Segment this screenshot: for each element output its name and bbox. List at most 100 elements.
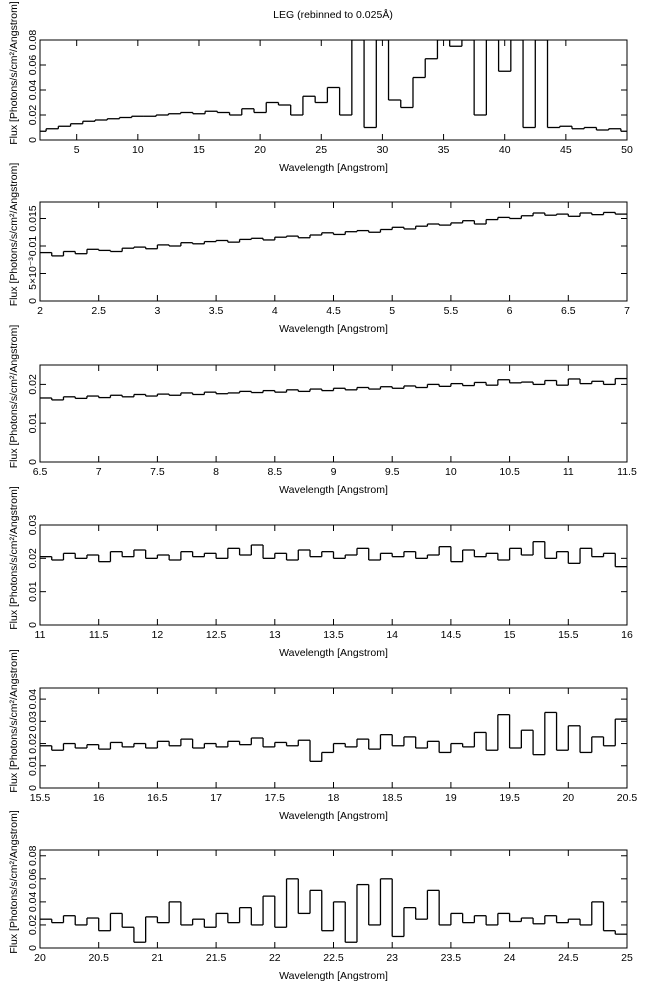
x-tick-label: 45 xyxy=(560,144,572,156)
plot-frame xyxy=(39,364,628,463)
x-tick-label: 22 xyxy=(269,952,281,964)
x-tick-label: 40 xyxy=(499,144,511,156)
y-tick-label: 0 xyxy=(27,622,39,628)
y-axis-label: Flux [Photons/s/cm²/Angstrom] xyxy=(8,486,20,630)
x-tick-label: 17 xyxy=(210,792,222,804)
plot-frame xyxy=(39,201,628,302)
y-axis-label: Flux [Photons/s/cm²/Angstrom] xyxy=(8,325,20,469)
x-tick-label: 20.5 xyxy=(617,792,638,804)
x-tick-label: 6.5 xyxy=(561,305,576,317)
x-tick-label: 5 xyxy=(389,305,395,317)
x-tick-label: 16 xyxy=(93,792,105,804)
x-tick-label: 11.5 xyxy=(617,466,637,478)
x-tick-label: 5 xyxy=(74,144,80,156)
y-tick-label: 0.01 xyxy=(27,581,39,602)
plot-area xyxy=(40,711,627,762)
x-tick-label: 16 xyxy=(621,629,633,641)
y-tick-label: 0.04 xyxy=(27,892,39,913)
y-axis-label: Flux [Photons/s/cm²/Angstrom] xyxy=(8,810,20,954)
x-tick-label: 11 xyxy=(563,466,574,478)
y-tick-label: 0.04 xyxy=(27,80,39,101)
x-tick-label: 4 xyxy=(272,305,278,317)
y-tick-label: 0.03 xyxy=(27,515,39,536)
y-tick-label: 0.04 xyxy=(27,689,39,710)
plot-area xyxy=(40,541,627,568)
x-tick-label: 20 xyxy=(34,952,46,964)
x-tick-label: 30 xyxy=(377,144,389,156)
y-tick-label: 0.02 xyxy=(27,374,39,395)
plot-frame xyxy=(39,39,628,141)
x-tick-label: 19.5 xyxy=(499,792,520,804)
x-tick-label: 9.5 xyxy=(385,466,400,478)
y-tick-label: 0 xyxy=(27,785,39,791)
x-tick-label: 6.5 xyxy=(33,466,48,478)
x-tick-label: 13.5 xyxy=(323,629,344,641)
plot-area xyxy=(40,878,627,943)
y-tick-label: 0 xyxy=(27,459,39,465)
x-tick-label: 18.5 xyxy=(382,792,403,804)
y-tick-label: 0.015 xyxy=(27,205,39,231)
y-axis-label: Flux [Photons/s/cm²/Angstrom] xyxy=(8,163,20,307)
y-axis-label: Flux [Photons/s/cm²/Angstrom] xyxy=(8,649,20,793)
x-tick-label: 6 xyxy=(507,305,513,317)
plot-frame xyxy=(39,524,628,626)
plot-area xyxy=(40,377,627,401)
y-tick-label: 0.02 xyxy=(27,915,39,936)
x-tick-label: 13 xyxy=(269,629,281,641)
x-tick-label: 5.5 xyxy=(444,305,459,317)
y-tick-label: 0.02 xyxy=(27,105,39,126)
y-tick-label: 0.02 xyxy=(27,733,39,754)
x-tick-label: 8.5 xyxy=(267,466,282,478)
x-tick-label: 23.5 xyxy=(441,952,462,964)
x-tick-label: 16.5 xyxy=(147,792,168,804)
x-tick-label: 7 xyxy=(96,466,102,478)
x-tick-label: 25 xyxy=(315,144,327,156)
x-tick-label: 10 xyxy=(132,144,144,156)
x-axis-label: Wavelength [Angstrom] xyxy=(279,647,388,659)
figure-title: LEG (rebinned to 0.025Å) xyxy=(273,8,393,21)
x-tick-label: 2.5 xyxy=(91,305,106,317)
x-tick-label: 20 xyxy=(254,144,266,156)
plot-area xyxy=(40,211,627,257)
x-tick-label: 7 xyxy=(624,305,630,317)
x-tick-label: 23 xyxy=(386,952,398,964)
y-tick-label: 0 xyxy=(27,298,39,304)
x-tick-label: 14.5 xyxy=(441,629,462,641)
y-tick-label: 0 xyxy=(27,137,39,143)
x-tick-label: 22.5 xyxy=(323,952,344,964)
y-tick-label: 0.06 xyxy=(27,55,39,76)
plot-frame xyxy=(39,849,628,949)
x-tick-label: 4.5 xyxy=(326,305,341,317)
y-tick-label: 0.08 xyxy=(27,30,39,51)
y-tick-label: 0 xyxy=(27,945,39,951)
x-tick-label: 11 xyxy=(35,629,46,641)
x-tick-label: 10.5 xyxy=(499,466,520,478)
x-tick-label: 3.5 xyxy=(209,305,224,317)
x-axis-label: Wavelength [Angstrom] xyxy=(279,970,388,982)
x-tick-label: 15 xyxy=(504,629,516,641)
x-tick-label: 20.5 xyxy=(88,952,109,964)
x-axis-label: Wavelength [Angstrom] xyxy=(279,323,388,335)
x-tick-label: 25 xyxy=(621,952,633,964)
x-tick-label: 12 xyxy=(152,629,164,641)
y-tick-label: 0.01 xyxy=(27,236,39,257)
x-tick-label: 50 xyxy=(621,144,633,156)
x-tick-label: 3 xyxy=(154,305,160,317)
x-tick-label: 24.5 xyxy=(558,952,579,964)
y-tick-label: 0.03 xyxy=(27,711,39,732)
x-tick-label: 11.5 xyxy=(89,629,109,641)
x-tick-label: 14 xyxy=(386,629,398,641)
plot-frame xyxy=(39,687,628,789)
x-tick-label: 19 xyxy=(445,792,457,804)
x-tick-label: 18 xyxy=(328,792,340,804)
x-tick-label: 21.5 xyxy=(206,952,227,964)
y-axis-label: Flux [Photons/s/cm²/Angstrom] xyxy=(8,1,20,145)
x-tick-label: 15.5 xyxy=(558,629,579,641)
x-tick-label: 17.5 xyxy=(265,792,286,804)
y-tick-label: 0.08 xyxy=(27,845,39,866)
x-tick-label: 24 xyxy=(504,952,516,964)
y-tick-label: 0.01 xyxy=(27,755,39,776)
x-tick-label: 10 xyxy=(445,466,457,478)
x-tick-label: 15.5 xyxy=(30,792,51,804)
x-tick-label: 21 xyxy=(152,952,164,964)
